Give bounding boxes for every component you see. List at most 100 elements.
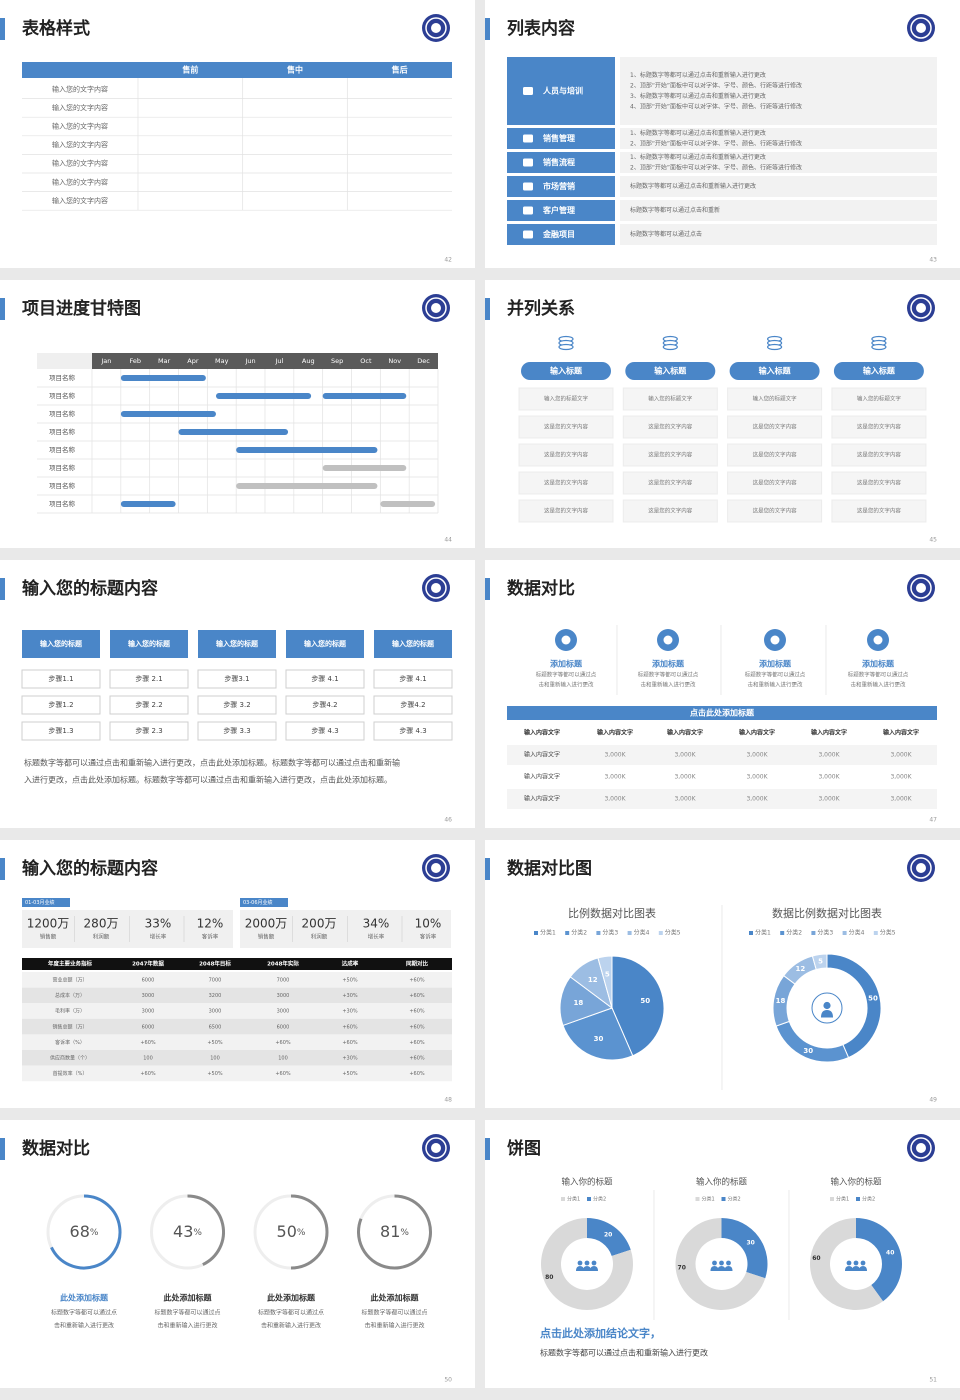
cell-text: 6500 — [209, 1024, 222, 1030]
legend-label: 分类2 — [862, 1196, 875, 1203]
slide-bg — [485, 840, 960, 1108]
cell-text: 这是您的文字内容 — [753, 507, 798, 515]
cell-text: +30% — [342, 993, 358, 999]
conclusion: 点击此处添加结论文字， — [540, 1326, 661, 1340]
ring-value: 43% — [173, 1222, 202, 1241]
gantt-header — [37, 353, 92, 369]
feature-text: 击和重新输入进行更改 — [850, 681, 906, 689]
tag-label: 03-06月业绩 — [243, 899, 273, 906]
legend-swatch — [587, 1197, 591, 1201]
chart-title: 输入你的标题 — [830, 1177, 882, 1188]
cell-text: 这是您的文字内容 — [857, 479, 902, 487]
slide-title: 输入您的标题内容 — [22, 578, 158, 599]
ring-unit: % — [90, 1228, 99, 1238]
step-label: 步骤3.1 — [224, 674, 249, 683]
step-box — [197, 669, 277, 689]
person-icon — [584, 1260, 590, 1266]
donut-slice — [721, 1218, 768, 1279]
month-label: Feb — [129, 357, 141, 365]
step-label: 步骤 3.3 — [223, 726, 250, 735]
title-bar — [485, 298, 490, 320]
column-header: 年度主要业务指标 — [48, 960, 93, 968]
logo — [916, 23, 926, 33]
logo — [910, 857, 932, 879]
cell — [622, 443, 718, 467]
gantt-bar — [215, 393, 312, 399]
step-box — [109, 721, 189, 741]
logo — [910, 297, 932, 319]
legend-swatch — [596, 931, 601, 935]
cell-text: 3,000K — [604, 774, 626, 781]
task-label: 项目名称 — [49, 409, 76, 418]
legend-label: 分类1 — [567, 1196, 580, 1203]
cell-text: 100 — [143, 1056, 153, 1062]
cell-text: +60% — [409, 993, 425, 999]
task-label: 项目名称 — [49, 427, 76, 436]
feature-text: 击和重新输入进行更改 — [747, 681, 803, 689]
ring-arc — [290, 1194, 329, 1270]
row-band — [22, 1065, 452, 1082]
cell-text: +50% — [342, 1071, 358, 1077]
column-heading: 输入标题 — [550, 366, 583, 376]
row-label: 输入您的文字内容 — [52, 103, 108, 112]
heading-box — [22, 630, 100, 658]
task-label: 项目名称 — [49, 445, 76, 454]
stat-label: 销售额 — [258, 933, 275, 941]
slide: 并列关系45输入标题输入您的标题文字这是您的文字内容这是您的文字内容这是您的文字… — [485, 280, 960, 548]
page-number: 51 — [929, 1377, 937, 1384]
cell-text: +60% — [409, 1009, 425, 1015]
row-label: 输入您的文字内容 — [52, 84, 108, 93]
list-label: 市场营销 — [543, 181, 575, 191]
slide: 列表内容 43 人员与培训 1、标题数字等都可以通过点击和重新输入进行更改 2、顶部“开… — [485, 0, 960, 268]
cell — [831, 387, 927, 411]
pie-slice — [597, 955, 613, 1009]
legend-label: 分类3 — [817, 929, 833, 937]
slide-title: 数据对比图 — [507, 858, 592, 879]
person-icon — [852, 1266, 860, 1271]
ring-heading: 此处添加标题 — [164, 1293, 213, 1303]
ring-unit: % — [400, 1228, 409, 1238]
column-header: 同期对比 — [406, 960, 429, 968]
legend-label: 分类2 — [593, 1196, 606, 1203]
value-label: 12 — [588, 976, 598, 984]
value-label: 20 — [604, 1231, 612, 1238]
cell-text: 100 — [278, 1056, 288, 1062]
feature-heading: 添加标题 — [862, 659, 895, 669]
row-label: 输入您的文字内容 — [52, 140, 108, 149]
step-box — [285, 721, 365, 741]
db-icon — [662, 343, 678, 351]
cell-text: +60% — [409, 1071, 425, 1077]
column-header: 售中 — [286, 65, 303, 75]
task-label: 项目名称 — [49, 373, 76, 382]
donut-slice — [856, 1218, 902, 1302]
stat-value: 200万 — [302, 917, 337, 931]
list-icon — [523, 182, 533, 191]
slide-bg — [485, 560, 960, 828]
list-label: 人员与培训 — [543, 86, 583, 96]
cell — [518, 499, 614, 523]
cell-text: 3200 — [209, 993, 222, 999]
person-icon — [823, 1001, 831, 1010]
person-icon — [591, 1260, 597, 1266]
person-icon — [845, 1266, 853, 1271]
list-button — [507, 176, 615, 197]
heading-pill — [521, 362, 611, 380]
person-icon — [583, 1266, 591, 1271]
cell-text: 6000 — [277, 1024, 290, 1030]
gantt-bar — [236, 447, 378, 453]
stat-value: 2000万 — [245, 917, 288, 931]
donut-slice — [587, 1218, 631, 1256]
logo — [425, 857, 447, 879]
cell-text: 这是您的文字内容 — [857, 451, 902, 459]
ring-arc — [187, 1194, 225, 1266]
person-icon — [821, 1010, 833, 1018]
row-band — [22, 1034, 452, 1050]
cell-text: 这是您的文字内容 — [648, 479, 693, 487]
step-label: 步骤4.2 — [312, 700, 337, 709]
row-label: 输入您的文字内容 — [52, 196, 108, 205]
legend-swatch — [561, 1197, 565, 1201]
cell — [727, 443, 823, 467]
cell-text: 营业总额（万） — [52, 977, 87, 984]
page-number: 42 — [444, 257, 452, 264]
cell-text: 3,000K — [746, 752, 768, 759]
